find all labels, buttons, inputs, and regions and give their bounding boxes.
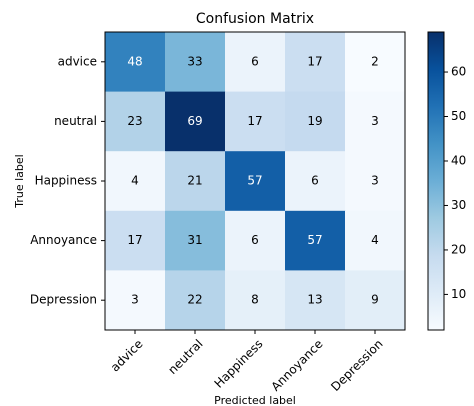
cell-label: 6	[251, 233, 259, 247]
heatmap-cell	[105, 210, 166, 271]
x-tick-label: Depression	[328, 337, 385, 394]
x-tick-label: advice	[108, 337, 146, 375]
cell-label: 22	[187, 293, 202, 307]
heatmap-cell	[345, 270, 406, 331]
heatmap-cell	[225, 32, 286, 93]
heatmap-cell	[105, 32, 166, 93]
cell-label: 69	[187, 114, 202, 128]
heatmap-cell	[105, 91, 166, 152]
cell-label: 8	[251, 293, 259, 307]
heatmap-cell	[165, 91, 226, 152]
cell-label: 13	[307, 293, 322, 307]
cell-label: 17	[307, 54, 322, 68]
heatmap-cell	[165, 270, 226, 331]
cell-label: 3	[371, 174, 379, 188]
colorbar	[427, 31, 445, 331]
cell-label: 57	[307, 233, 322, 247]
cell-label: 6	[251, 54, 259, 68]
colorbar-tick-label: 20	[451, 242, 466, 256]
colorbar-tick-label: 50	[451, 109, 466, 123]
heatmap-cell	[225, 91, 286, 152]
cell-label: 19	[307, 114, 322, 128]
heatmap-cell	[105, 270, 166, 331]
y-tick-label: Depression	[30, 293, 97, 307]
x-tick-label: Happiness	[212, 337, 266, 391]
cell-label: 4	[371, 233, 379, 247]
heatmap-cell	[225, 151, 286, 212]
cell-label: 57	[247, 174, 262, 188]
x-tick-label: neutral	[165, 337, 205, 377]
heatmap-cell	[285, 270, 346, 331]
heatmap-cell	[165, 32, 226, 93]
heatmap-cell	[345, 32, 406, 93]
colorbar-tick-label: 40	[451, 153, 466, 167]
cell-label: 3	[371, 114, 379, 128]
y-axis-label: True label	[13, 154, 26, 208]
heatmap-cell	[225, 210, 286, 271]
cell-label: 48	[127, 54, 142, 68]
cell-label: 17	[247, 114, 262, 128]
colorbar-tick-label: 10	[451, 287, 466, 301]
x-axis-label: Predicted label	[214, 394, 296, 406]
heatmap-cell	[165, 210, 226, 271]
heatmap-cell	[165, 151, 226, 212]
cell-label: 6	[311, 174, 319, 188]
cell-label: 2	[371, 54, 379, 68]
x-tick-label: Annoyance	[268, 337, 325, 394]
heatmap-cell	[345, 210, 406, 271]
heatmap-cell	[105, 151, 166, 212]
heatmap-cell	[285, 91, 346, 152]
heatmap-cell	[285, 151, 346, 212]
cell-label: 33	[187, 54, 202, 68]
y-tick-label: Happiness	[35, 174, 97, 188]
y-tick-label: neutral	[54, 114, 97, 128]
y-tick-label: Annoyance	[30, 233, 97, 247]
heatmap-cell	[285, 210, 346, 271]
cell-label: 21	[187, 174, 202, 188]
cell-label: 17	[127, 233, 142, 247]
heatmap-cell	[345, 91, 406, 152]
cell-label: 23	[127, 114, 142, 128]
colorbar-tick-label: 30	[451, 198, 466, 212]
cell-label: 9	[371, 293, 379, 307]
cell-label: 31	[187, 233, 202, 247]
cell-label: 4	[131, 174, 139, 188]
heatmap-cell	[285, 32, 346, 93]
chart-title: Confusion Matrix	[196, 11, 314, 27]
heatmap-cell	[225, 270, 286, 331]
y-tick-label: advice	[58, 54, 97, 68]
heatmap-cell	[345, 151, 406, 212]
colorbar-tick-label: 60	[451, 65, 466, 79]
cell-label: 3	[131, 293, 139, 307]
